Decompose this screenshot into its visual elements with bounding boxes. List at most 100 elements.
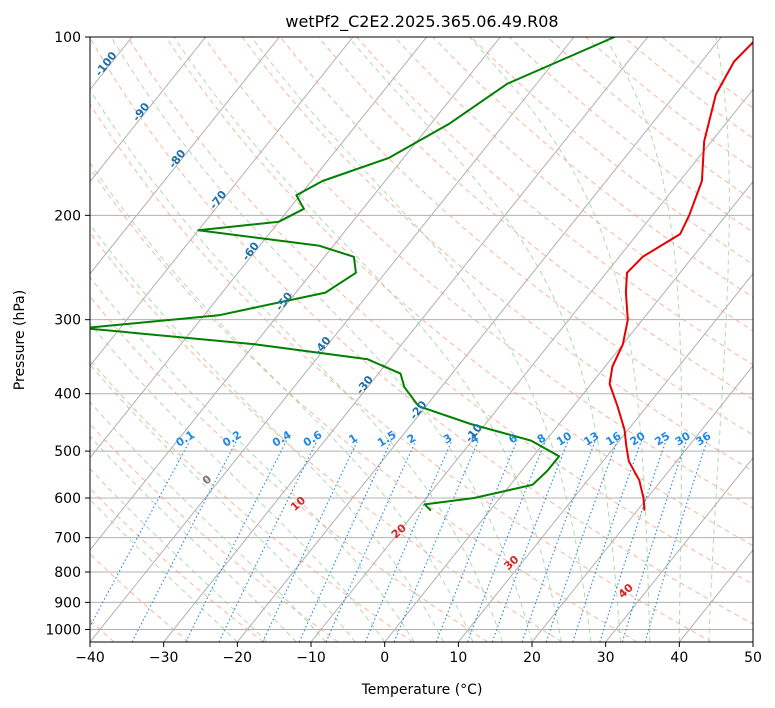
moist-adiabat-lines	[90, 37, 730, 642]
dry-adiabat-line	[356, 37, 753, 366]
y-axis-label: Pressure (hPa)	[12, 290, 28, 390]
x-tick-label: 40	[670, 650, 688, 666]
mixing-ratio-line	[364, 440, 453, 642]
isotherm-label: -60	[239, 239, 262, 263]
x-axis-ticks: −40 −30 −20 −10 0 10 20 30 40 50	[75, 642, 762, 666]
x-tick-label: −20	[223, 650, 253, 666]
dry-adiabat-line	[279, 37, 753, 436]
mixing-ratio-line	[644, 440, 708, 642]
moist-adiabat-line	[90, 363, 356, 642]
mixing-ratio-line	[218, 440, 318, 642]
mixing-ratio-line	[466, 440, 547, 642]
chart-title: wetPf2_C2E2.2025.365.06.49.R08	[285, 12, 558, 32]
mixing-ratio-lines	[90, 440, 708, 642]
mixing-ratio-label: 0.4	[270, 428, 294, 450]
dry-adiabat-label: 10	[288, 494, 308, 514]
isotherm-line	[605, 457, 753, 642]
sounding-series	[90, 37, 753, 512]
moist-adiabat-line	[708, 37, 730, 642]
x-tick-label: 50	[744, 650, 762, 666]
mixing-ratio-line	[90, 440, 191, 628]
y-axis-ticks: 100 200 300 400 500 600 700 800 900 1000	[45, 30, 90, 638]
moist-adiabat-line	[250, 37, 592, 642]
mixing-ratio-label: 6	[506, 431, 520, 446]
y-tick-label: 400	[54, 387, 81, 403]
y-tick-label: 200	[54, 208, 81, 224]
mixing-ratio-line	[599, 440, 667, 642]
dry-adiabat-line	[90, 231, 563, 642]
mixing-ratio-line	[325, 440, 417, 642]
dry-adiabat-line	[394, 37, 753, 332]
moist-adiabat-line	[90, 88, 503, 642]
y-tick-label: 700	[54, 531, 81, 547]
dry-adiabat-line	[165, 37, 753, 547]
x-tick-label: 20	[523, 650, 541, 666]
mixing-ratio-label: 0.6	[301, 428, 325, 450]
mixing-ratio-line	[521, 440, 596, 642]
mixing-ratio-line	[298, 440, 392, 642]
dry-adiabat-line	[547, 37, 753, 201]
mixing-ratio-line	[393, 440, 479, 642]
mixing-ratio-label: 0.1	[174, 428, 197, 449]
dewpoint-profile-line	[90, 37, 615, 512]
dry-adiabat-line	[90, 423, 339, 642]
mixing-ratio-line	[131, 440, 238, 642]
isotherm-line	[457, 272, 753, 642]
isotherm-line	[236, 37, 722, 642]
x-tick-label: −30	[149, 650, 179, 666]
moist-adiabat-line	[90, 401, 327, 642]
isotherm-line	[90, 37, 280, 275]
y-tick-label: 800	[54, 565, 81, 581]
dry-adiabat-line	[318, 37, 753, 401]
moist-adiabat-line	[110, 37, 533, 642]
line-labels: 0.1 0.2 0.4 0.6 1 1.5 2 3 4 6 8 10 13 16 20 25 30 36-100-…	[92, 49, 713, 601]
dry-adiabat-line	[90, 103, 712, 642]
dry-adiabat-line	[90, 553, 190, 642]
isotherm-line	[90, 37, 575, 642]
moist-adiabat-line	[90, 322, 386, 642]
x-tick-label: −40	[75, 650, 105, 666]
isotherm-line	[752, 641, 753, 642]
isotherm-lines	[90, 37, 753, 642]
x-tick-label: −10	[296, 650, 326, 666]
isotherm-line	[384, 180, 753, 642]
mixing-ratio-label: 0.2	[220, 428, 243, 449]
mixing-ratio-label: 16	[604, 429, 624, 448]
y-tick-label: 300	[54, 313, 81, 329]
dry-adiabat-line	[90, 359, 414, 642]
dry-adiabat-line	[90, 295, 488, 642]
x-axis-label: Temperature (°C)	[361, 682, 483, 698]
y-tick-label: 100	[54, 30, 81, 46]
moist-adiabat-line	[468, 37, 651, 642]
mixing-ratio-label: 2	[405, 431, 418, 446]
mixing-ratio-label: 1	[346, 431, 359, 446]
isotherm-line	[163, 37, 649, 642]
isotherm-label: -50	[273, 289, 296, 313]
y-tick-label: 500	[54, 444, 81, 460]
mixing-ratio-label: 3	[441, 431, 454, 446]
dry-adiabat-line	[90, 37, 753, 625]
dry-adiabat-line	[432, 37, 753, 298]
plot-frame	[89, 36, 754, 643]
dry-adiabat-line	[203, 37, 753, 509]
moist-adiabat-line	[90, 468, 268, 642]
x-tick-label: 0	[380, 650, 389, 666]
temperature-profile-line	[608, 40, 753, 511]
mixing-ratio-label: 13	[582, 429, 602, 448]
x-tick-label: 30	[597, 650, 615, 666]
mixing-ratio-label: 10	[554, 429, 574, 448]
moist-adiabat-line	[347, 37, 621, 642]
y-tick-label: 900	[54, 595, 81, 611]
moist-adiabat-line	[603, 37, 683, 642]
moist-adiabat-line	[90, 162, 474, 642]
isotherm-line	[90, 37, 354, 367]
mixing-ratio-label: 25	[652, 429, 672, 448]
mixing-ratio-line	[572, 440, 643, 642]
mixing-ratio-line	[545, 440, 618, 642]
dry-adiabat-line	[90, 487, 264, 642]
isotherm-label: -100	[92, 49, 119, 79]
moist-adiabat-line	[90, 435, 297, 642]
x-tick-label: 10	[449, 650, 467, 666]
dry-adiabat-label: 40	[616, 581, 636, 601]
